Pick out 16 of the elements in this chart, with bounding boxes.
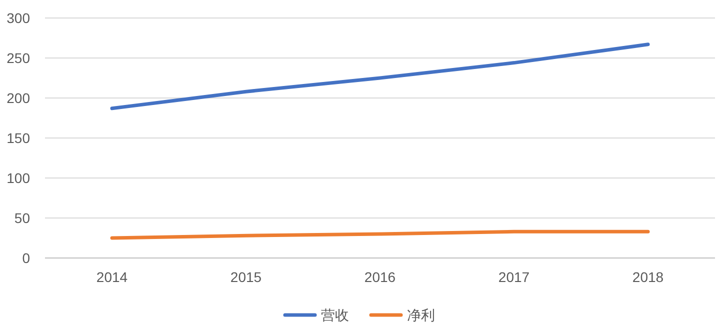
y-tick-label: 150 — [6, 130, 30, 146]
y-tick-label: 100 — [6, 170, 30, 186]
y-tick-label: 300 — [6, 10, 30, 26]
x-tick-label: 2016 — [364, 269, 396, 285]
legend-label: 净利 — [407, 307, 435, 323]
y-tick-label: 50 — [14, 210, 30, 226]
x-tick-label: 2018 — [632, 269, 664, 285]
y-tick-label: 0 — [22, 250, 30, 266]
x-tick-label: 2015 — [230, 269, 262, 285]
y-tick-label: 200 — [6, 90, 30, 106]
y-tick-label: 250 — [6, 50, 30, 66]
legend-label: 营收 — [321, 307, 349, 323]
line-series — [110, 42, 650, 110]
line-series — [110, 230, 650, 240]
x-tick-label: 2014 — [96, 269, 128, 285]
x-tick-label: 2017 — [498, 269, 530, 285]
